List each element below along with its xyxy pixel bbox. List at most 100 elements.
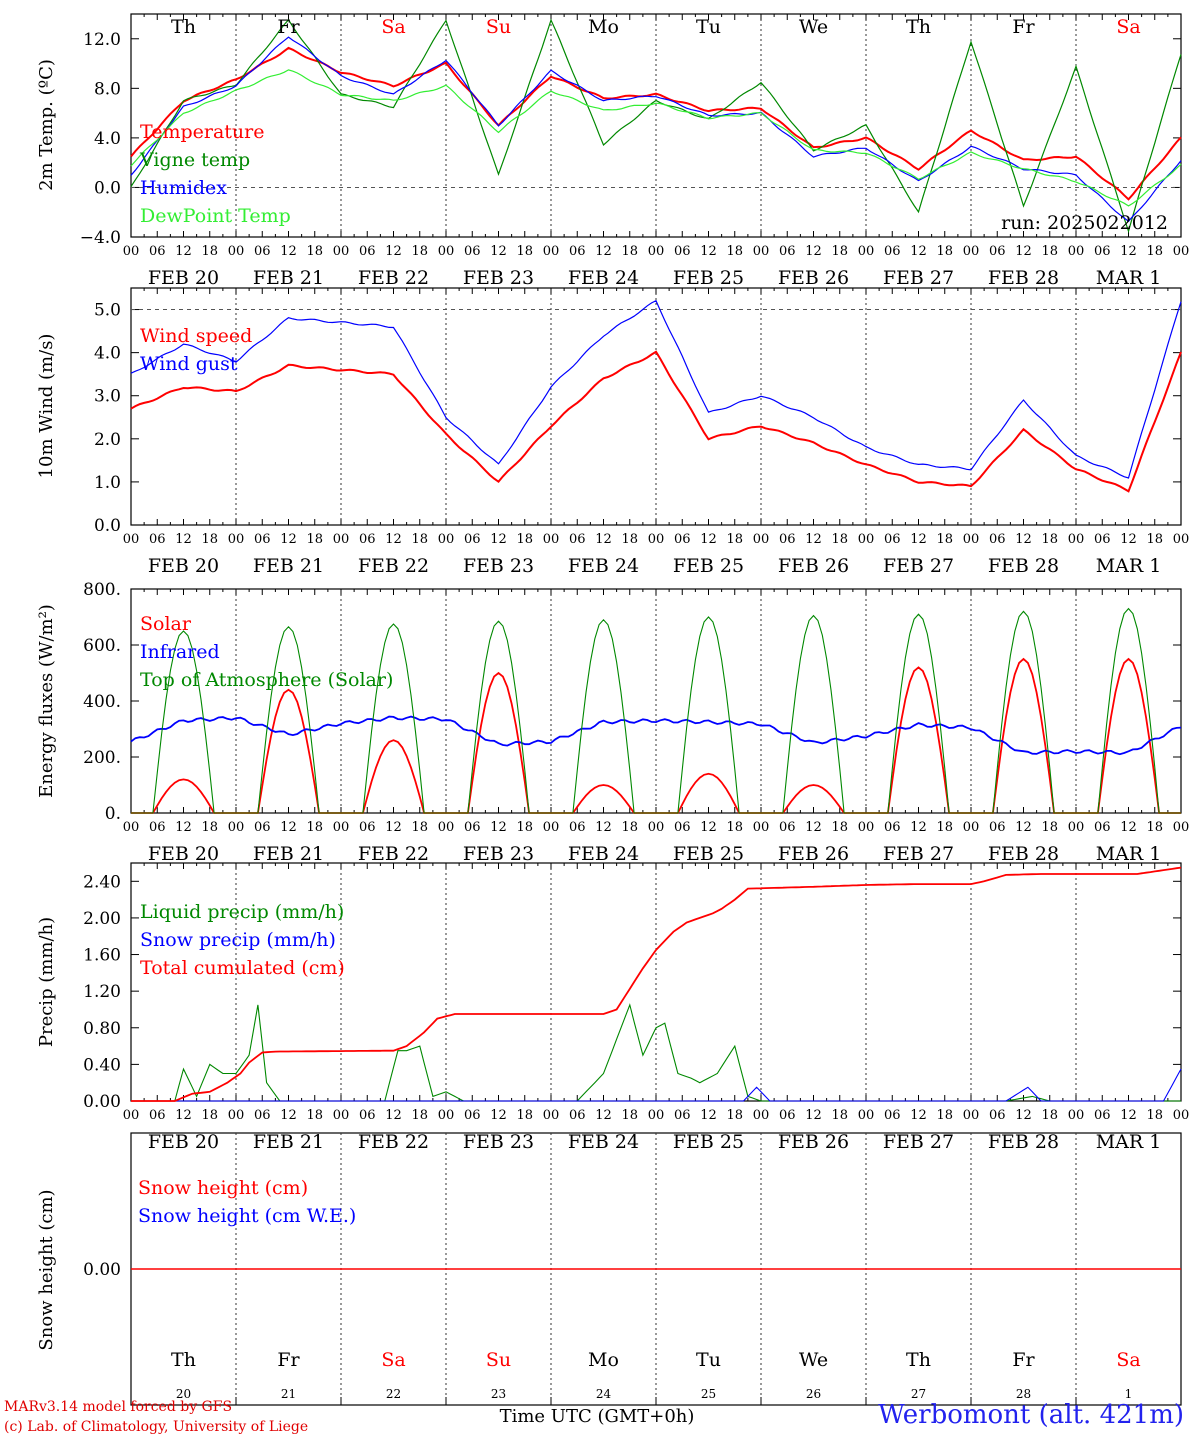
y-tick-label: 0.0 xyxy=(94,516,121,536)
hour-tick-label: 18 xyxy=(411,244,428,259)
lab-credit: (c) Lab. of Climatology, University of L… xyxy=(4,1419,309,1435)
hour-tick-label: 06 xyxy=(674,532,691,547)
legend-entry: Snow height (cm W.E.) xyxy=(138,1205,356,1227)
hour-tick-label: 12 xyxy=(490,820,507,835)
hour-tick-label: 00 xyxy=(1173,244,1190,259)
hour-tick-label: 00 xyxy=(858,532,875,547)
hour-tick-label: 18 xyxy=(201,244,218,259)
y-tick-label: 8.0 xyxy=(94,79,121,99)
hour-tick-label: 12 xyxy=(805,1108,822,1123)
y-tick-label: 200. xyxy=(83,748,121,768)
hour-tick-label: 18 xyxy=(411,532,428,547)
hour-tick-label: 00 xyxy=(753,1108,770,1123)
date-label: FEB 23 xyxy=(463,843,534,865)
hour-tick-label: 12 xyxy=(1120,820,1137,835)
y-tick-label: 1.0 xyxy=(94,473,121,493)
hour-tick-label: 18 xyxy=(831,244,848,259)
hour-tick-label: 00 xyxy=(333,820,350,835)
hour-tick-label: 06 xyxy=(779,820,796,835)
panel-5: Snow height (cm) Snow height (cm W.E.) xyxy=(130,1132,1182,1406)
day-of-week-label: Su xyxy=(486,16,511,38)
day-of-week-label: Su xyxy=(486,1349,511,1371)
hour-tick-label: 06 xyxy=(779,1108,796,1123)
date-label: FEB 28 xyxy=(988,1131,1059,1153)
hour-tick-label: 00 xyxy=(963,244,980,259)
hour-tick-label: 06 xyxy=(884,532,901,547)
hour-tick-label: 06 xyxy=(674,820,691,835)
day-of-week-label: Th xyxy=(906,1349,931,1371)
hour-tick-label: 18 xyxy=(1146,244,1163,259)
panel-3: Solar Infrared Top of Atmosphere (Solar) xyxy=(130,588,1182,814)
hour-tick-label: 00 xyxy=(123,820,140,835)
series-wind-speed xyxy=(130,350,1182,493)
date-label: FEB 25 xyxy=(673,1131,744,1153)
hour-tick-label: 06 xyxy=(359,1108,376,1123)
hour-tick-label: 06 xyxy=(779,532,796,547)
hour-tick-label: 18 xyxy=(831,532,848,547)
hour-tick-label: 00 xyxy=(648,532,665,547)
hour-tick-label: 06 xyxy=(464,1108,481,1123)
day-number-label: 1 xyxy=(1125,1387,1133,1401)
y-tick-label: 600. xyxy=(83,636,121,656)
date-label: FEB 28 xyxy=(988,267,1059,289)
date-label: FEB 24 xyxy=(568,555,639,577)
y-tick-label: 0.80 xyxy=(83,1019,121,1039)
hour-tick-label: 00 xyxy=(1068,820,1085,835)
day-number-label: 26 xyxy=(806,1387,821,1401)
date-label: MAR 1 xyxy=(1096,267,1162,289)
y-tick-label: 1.60 xyxy=(83,946,121,966)
day-of-week-label: Tu xyxy=(696,1349,721,1371)
hour-tick-label: 06 xyxy=(254,1108,271,1123)
hour-tick-label: 00 xyxy=(438,532,455,547)
hour-tick-label: 18 xyxy=(306,532,323,547)
hour-tick-label: 00 xyxy=(1068,244,1085,259)
hour-tick-label: 12 xyxy=(595,1108,612,1123)
y-tick-label: 3.0 xyxy=(94,387,121,407)
legend-entry: Temperature xyxy=(140,121,264,143)
series-wind-gust xyxy=(130,299,1182,479)
hour-tick-label: 00 xyxy=(1173,820,1190,835)
hour-tick-label: 06 xyxy=(149,820,166,835)
hour-tick-label: 00 xyxy=(123,1108,140,1123)
day-number-label: 20 xyxy=(176,1387,191,1401)
hour-tick-label: 06 xyxy=(674,244,691,259)
hour-tick-label: 00 xyxy=(1068,532,1085,547)
hour-tick-label: 06 xyxy=(569,1108,586,1123)
day-number-label: 23 xyxy=(491,1387,506,1401)
date-label: FEB 20 xyxy=(148,843,219,865)
y-tick-label: 0.00 xyxy=(83,1092,121,1112)
date-label: FEB 26 xyxy=(778,1131,849,1153)
y-tick-label: 0.0 xyxy=(94,178,121,198)
hour-tick-label: 12 xyxy=(280,820,297,835)
day-number-label: 21 xyxy=(281,1387,296,1401)
series-total-cumulated-cm- xyxy=(131,866,1182,1102)
y-tick-label: 4.0 xyxy=(94,129,121,149)
hour-tick-label: 06 xyxy=(464,820,481,835)
hour-tick-label: 06 xyxy=(989,820,1006,835)
hour-tick-label: 12 xyxy=(805,532,822,547)
hour-tick-label: 12 xyxy=(385,1108,402,1123)
hour-tick-label: 18 xyxy=(516,244,533,259)
time-axis-label: Time UTC (GMT+0h) xyxy=(499,1406,695,1427)
date-label: FEB 24 xyxy=(568,1131,639,1153)
hour-tick-label: 00 xyxy=(858,820,875,835)
hour-tick-label: 00 xyxy=(228,244,245,259)
hour-tick-label: 00 xyxy=(333,1108,350,1123)
date-label: FEB 25 xyxy=(673,267,744,289)
date-label: FEB 23 xyxy=(463,267,534,289)
hour-tick-label: 00 xyxy=(753,820,770,835)
legend-entry: Humidex xyxy=(140,177,227,199)
hour-tick-label: 06 xyxy=(569,244,586,259)
hour-tick-label: 06 xyxy=(359,532,376,547)
hour-tick-label: 18 xyxy=(411,820,428,835)
day-of-week-label: We xyxy=(799,16,828,38)
hour-tick-label: 12 xyxy=(1015,820,1032,835)
hour-tick-label: 18 xyxy=(1146,532,1163,547)
date-label: MAR 1 xyxy=(1096,843,1162,865)
hour-tick-label: 18 xyxy=(201,532,218,547)
date-label: FEB 26 xyxy=(778,843,849,865)
date-label: FEB 25 xyxy=(673,555,744,577)
date-label: FEB 24 xyxy=(568,267,639,289)
hour-tick-label: 00 xyxy=(963,1108,980,1123)
day-of-week-label: Mo xyxy=(588,1349,619,1371)
